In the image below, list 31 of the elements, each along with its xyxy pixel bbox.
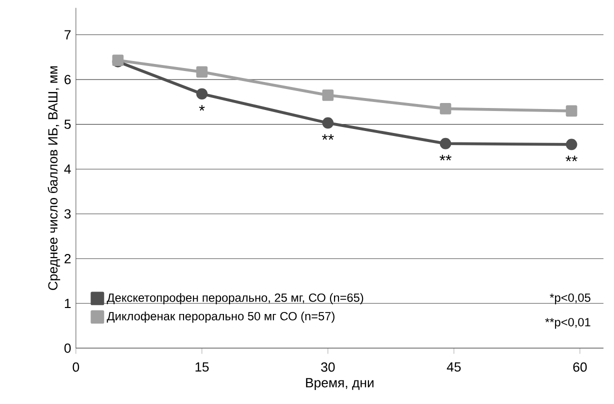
x-tick-label: 45 [446, 362, 461, 372]
point [440, 138, 452, 150]
y-tick-label: 5 [64, 120, 71, 130]
x-tick-label: 0 [72, 362, 80, 372]
point [566, 139, 578, 150]
annotation: *p<0,05 [550, 294, 590, 304]
y-tick-label: 4 [64, 164, 71, 174]
annotation: ** [566, 156, 578, 162]
legend-label: Диклофенак перорально 50 мг СО (n=57) [106, 312, 334, 323]
annotation: ** [440, 155, 452, 161]
y-tick-label: 0 [64, 344, 71, 354]
x-axis-title: Время, дни [306, 378, 374, 390]
annotation: **p<0,01 [545, 318, 590, 329]
annotation: ** [322, 134, 334, 140]
point [196, 88, 208, 100]
legend-label: Декскетопрофен перорально, 25 мг, СО (n=65) [106, 293, 364, 304]
y-tick-label: 7 [64, 30, 71, 40]
point [322, 90, 334, 102]
y-tick-label: 2 [64, 254, 71, 264]
point [322, 118, 334, 129]
y-tick-label: 3 [64, 209, 71, 219]
y-axis-title: Среднее число баллов ИБ, ВАШ, мм [48, 66, 60, 290]
y-tick-label: 6 [64, 75, 71, 84]
x-tick-label: 30 [321, 362, 335, 372]
x-tick-label: 15 [196, 362, 209, 372]
point [566, 105, 578, 117]
point [196, 66, 208, 78]
x-tick-label: 60 [573, 362, 587, 372]
point [440, 103, 452, 115]
y-tick-label: 1 [64, 299, 71, 308]
annotation: * [199, 105, 205, 111]
